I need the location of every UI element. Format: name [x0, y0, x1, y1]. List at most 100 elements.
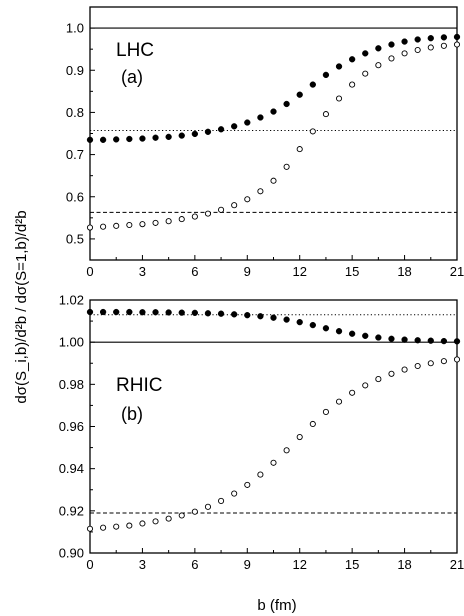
- y-tick-label-lhc: 0.9: [66, 63, 84, 78]
- open-data-point-lhc: [296, 146, 303, 153]
- filled-data-point-lhc: [204, 128, 212, 135]
- open-data-point-lhc: [453, 41, 461, 48]
- filled-data-point-rhic: [178, 309, 185, 316]
- filled-data-point-rhic: [375, 334, 382, 341]
- filled-data-point-rhic: [309, 321, 316, 329]
- filled-data-point-lhc: [270, 108, 277, 115]
- open-data-point-lhc: [86, 224, 94, 231]
- y-tick-label-lhc: 0.7: [66, 147, 84, 162]
- filled-data-point-rhic: [362, 332, 369, 339]
- x-tick-label-lhc: 3: [139, 264, 146, 279]
- filled-data-point-rhic: [453, 338, 461, 345]
- open-data-point-lhc: [100, 223, 107, 230]
- open-data-point-rhic: [204, 503, 212, 510]
- panel-label-lhc: LHC: [116, 40, 154, 61]
- filled-data-point-rhic: [348, 330, 356, 337]
- open-data-point-lhc: [349, 81, 356, 88]
- open-data-point-rhic: [191, 508, 198, 515]
- y-axis-title: dσ(S_i,b)/d²b / dσ(S=1,b)/d²b: [13, 210, 30, 403]
- open-data-point-lhc: [126, 221, 133, 229]
- filled-data-point-lhc: [257, 114, 264, 121]
- x-tick-label-lhc: 12: [292, 264, 306, 279]
- filled-data-point-lhc: [322, 71, 330, 79]
- data-layer-rhic: 0 3 6 9 12 15 18 21 0.90 0.92 0.94 0.96 0.98 1.00 1.02: [59, 293, 464, 573]
- filled-data-point-lhc: [217, 126, 225, 133]
- open-data-point-lhc: [335, 95, 343, 102]
- open-data-point-rhic: [152, 518, 159, 525]
- open-data-point-lhc: [283, 163, 290, 170]
- filled-data-point-lhc: [113, 136, 120, 143]
- filled-data-point-rhic: [204, 310, 212, 317]
- open-data-point-lhc: [218, 206, 225, 213]
- y-tick-label-lhc: 0.5: [66, 231, 84, 246]
- filled-data-point-lhc: [401, 38, 408, 45]
- panel-rhic: RHIC (b) 0 3 6 9 12 15 18 21 0.90 0.92 0.94 0.96 0.9…: [59, 293, 464, 573]
- x-tick-label-lhc: 0: [86, 264, 93, 279]
- filled-data-point-rhic: [401, 336, 408, 343]
- open-data-point-rhic: [244, 481, 251, 488]
- open-data-point-lhc: [322, 111, 329, 118]
- open-data-point-lhc: [309, 128, 316, 135]
- filled-data-point-lhc: [178, 132, 185, 139]
- filled-data-point-lhc: [139, 135, 146, 142]
- filled-data-point-lhc: [348, 56, 356, 63]
- open-data-point-rhic: [401, 366, 408, 373]
- x-tick-label-rhic: 9: [244, 557, 251, 572]
- open-data-point-lhc: [191, 213, 198, 220]
- filled-data-point-lhc: [152, 134, 159, 141]
- open-data-point-rhic: [335, 398, 343, 405]
- open-data-point-rhic: [362, 382, 369, 389]
- x-tick-label-rhic: 12: [292, 557, 306, 572]
- open-data-point-rhic: [440, 358, 447, 365]
- open-data-point-rhic: [218, 497, 225, 504]
- open-data-point-lhc: [414, 46, 421, 54]
- y-tick-label-rhic: 0.98: [59, 377, 84, 392]
- x-axis-title: b (fm): [257, 597, 296, 614]
- x-tick-label-rhic: 0: [86, 557, 93, 572]
- filled-data-point-rhic: [152, 309, 159, 316]
- filled-data-point-rhic: [388, 335, 395, 342]
- filled-data-point-rhic: [217, 310, 225, 317]
- panel-tag-b: (b): [121, 404, 143, 424]
- x-tick-label-rhic: 21: [450, 557, 464, 572]
- open-data-point-rhic: [388, 370, 395, 377]
- filled-data-point-rhic: [440, 337, 448, 345]
- open-data-point-lhc: [388, 55, 395, 62]
- y-tick-label-rhic: 0.94: [59, 461, 84, 476]
- data-layer-lhc: 0 3 6 9 12 15 18 21 0.5 0.6 0.7 0.8 0.9 1.0: [66, 6, 464, 279]
- y-tick-label-rhic: 0.92: [59, 503, 84, 518]
- open-data-point-lhc: [362, 70, 369, 77]
- filled-data-point-rhic: [126, 308, 133, 316]
- open-data-point-lhc: [401, 50, 408, 57]
- open-data-point-rhic: [257, 471, 264, 478]
- open-data-point-rhic: [100, 524, 107, 531]
- y-tick-label-lhc: 1.0: [66, 21, 84, 36]
- open-data-point-lhc: [165, 218, 172, 225]
- open-data-point-rhic: [349, 389, 356, 396]
- filled-data-point-rhic: [139, 309, 146, 316]
- filled-data-point-lhc: [414, 36, 421, 43]
- x-tick-label-lhc: 21: [450, 264, 464, 279]
- filled-data-point-rhic: [335, 328, 343, 335]
- open-data-point-lhc: [113, 222, 120, 229]
- panel-tag-a: (a): [121, 67, 143, 87]
- open-data-point-lhc: [257, 188, 264, 195]
- filled-data-point-rhic: [191, 309, 199, 317]
- open-data-point-rhic: [270, 459, 277, 466]
- filled-data-point-lhc: [231, 123, 238, 130]
- open-data-point-lhc: [375, 62, 382, 69]
- filled-data-point-rhic: [296, 318, 303, 326]
- open-data-point-rhic: [165, 515, 172, 522]
- x-tick-label-rhic: 3: [139, 557, 146, 572]
- open-data-point-lhc: [178, 216, 185, 223]
- filled-data-point-rhic: [257, 313, 264, 320]
- filled-data-point-rhic: [165, 309, 172, 316]
- open-data-point-lhc: [427, 44, 434, 51]
- open-data-point-lhc: [440, 42, 447, 49]
- filled-data-point-lhc: [165, 133, 172, 141]
- open-data-point-rhic: [427, 360, 434, 367]
- filled-data-point-rhic: [322, 325, 330, 332]
- filled-data-point-rhic: [270, 314, 277, 321]
- filled-data-point-lhc: [296, 91, 303, 98]
